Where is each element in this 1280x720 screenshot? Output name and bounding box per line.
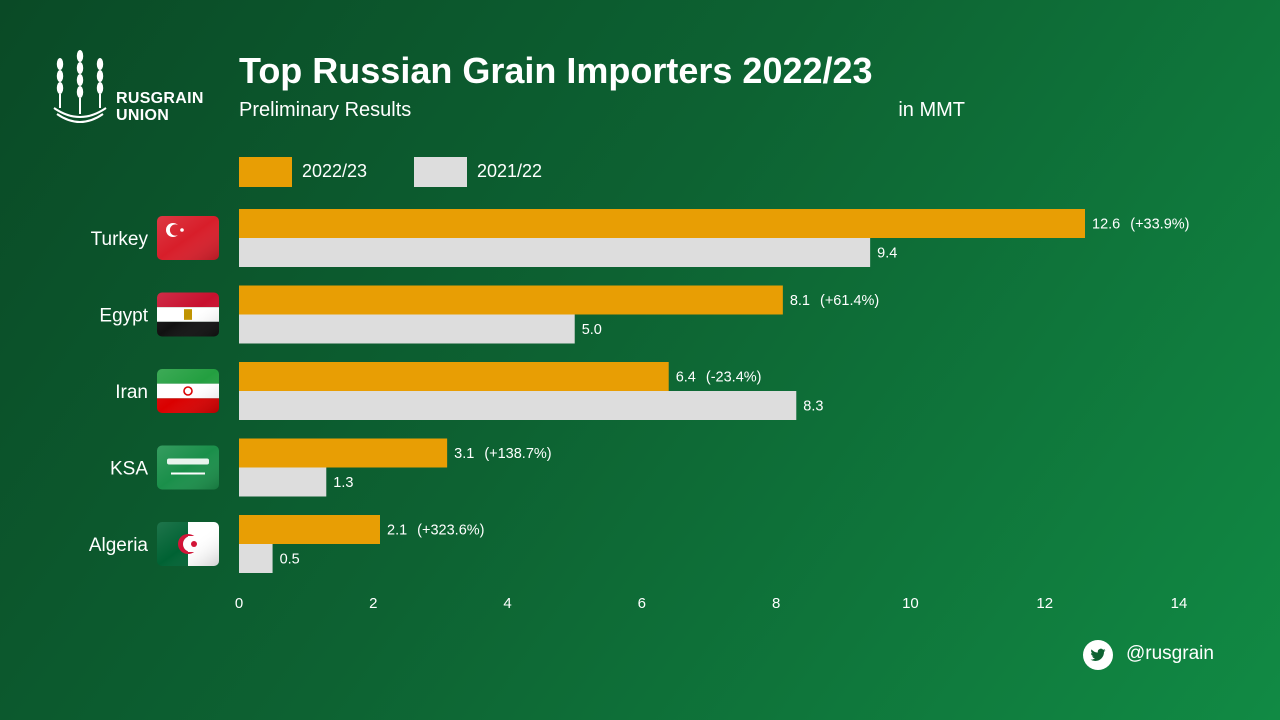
turkey-flag-icon [157,216,219,260]
legend-swatch-2021-22 [414,157,467,187]
data-label-ksa-2022-23: 3.1 [454,446,474,462]
change-label-ksa: (+138.7%) [484,446,551,462]
change-label-algeria: (+323.6%) [417,523,484,539]
data-label-algeria-2022-23: 2.1 [387,523,407,539]
brand-name: RUSGRAIN UNION [116,90,204,124]
bar-algeria-2021-22 [239,544,273,573]
x-tick-label-14: 14 [1171,595,1188,612]
twitter-bird-icon [1083,640,1113,670]
data-label-algeria-2021-22: 0.5 [280,552,300,568]
bar-egypt-2022-23 [239,285,783,315]
iran-flag-icon [157,369,219,413]
brand-name-line1: RUSGRAIN [116,90,204,107]
data-label-turkey-2022-23: 12.6 [1092,217,1120,233]
algeria-flag-icon [157,522,219,566]
wheat-icon [53,50,107,123]
rusgrain-logo: RUSGRAIN UNION [48,44,228,128]
chart-subtitle: Preliminary Results [239,99,412,121]
data-label-iran-2022-23: 6.4 [676,370,696,386]
category-label-turkey: Turkey [91,229,149,250]
egypt-flag-icon [157,292,219,337]
x-tick-label-12: 12 [1036,595,1053,612]
x-tick-label-4: 4 [503,595,511,612]
data-label-iran-2021-22: 8.3 [803,399,823,415]
change-label-iran: (-23.4%) [706,370,762,386]
legend-label-2022-23: 2022/23 [302,161,368,181]
legend-swatch-2022-23 [239,157,292,187]
bar-algeria-2022-23 [239,515,380,544]
chart-title: Top Russian Grain Importers 2022/23 [239,50,873,91]
category-label-algeria: Algeria [89,535,149,556]
bar-iran-2021-22 [239,391,797,420]
category-label-iran: Iran [115,382,148,403]
category-label-ksa: KSA [110,459,148,480]
brand-name-line2: UNION [116,107,170,124]
bar-turkey-2022-23 [239,209,1085,238]
data-label-egypt-2021-22: 5.0 [582,322,602,338]
category-label-egypt: Egypt [99,306,148,327]
x-tick-label-0: 0 [235,595,243,612]
x-tick-label-2: 2 [369,595,377,612]
x-tick-label-10: 10 [902,595,919,612]
x-tick-label-6: 6 [638,595,646,612]
x-tick-label-8: 8 [772,595,780,612]
twitter-handle: @rusgrain [1126,643,1214,664]
bar-ksa-2022-23 [239,438,448,468]
data-label-ksa-2021-22: 1.3 [333,475,353,491]
data-label-turkey-2021-22: 9.4 [877,246,897,262]
unit-label: in MMT [898,99,965,121]
legend-label-2021-22: 2021/22 [477,161,543,181]
change-label-turkey: (+33.9%) [1130,217,1189,233]
bar-egypt-2021-22 [239,314,575,344]
bar-ksa-2021-22 [239,467,327,497]
saudi-arabia-flag-icon [157,445,219,490]
change-label-egypt: (+61.4%) [820,293,879,309]
bar-iran-2022-23 [239,362,669,391]
data-label-egypt-2022-23: 8.1 [790,293,810,309]
bar-turkey-2021-22 [239,238,871,267]
